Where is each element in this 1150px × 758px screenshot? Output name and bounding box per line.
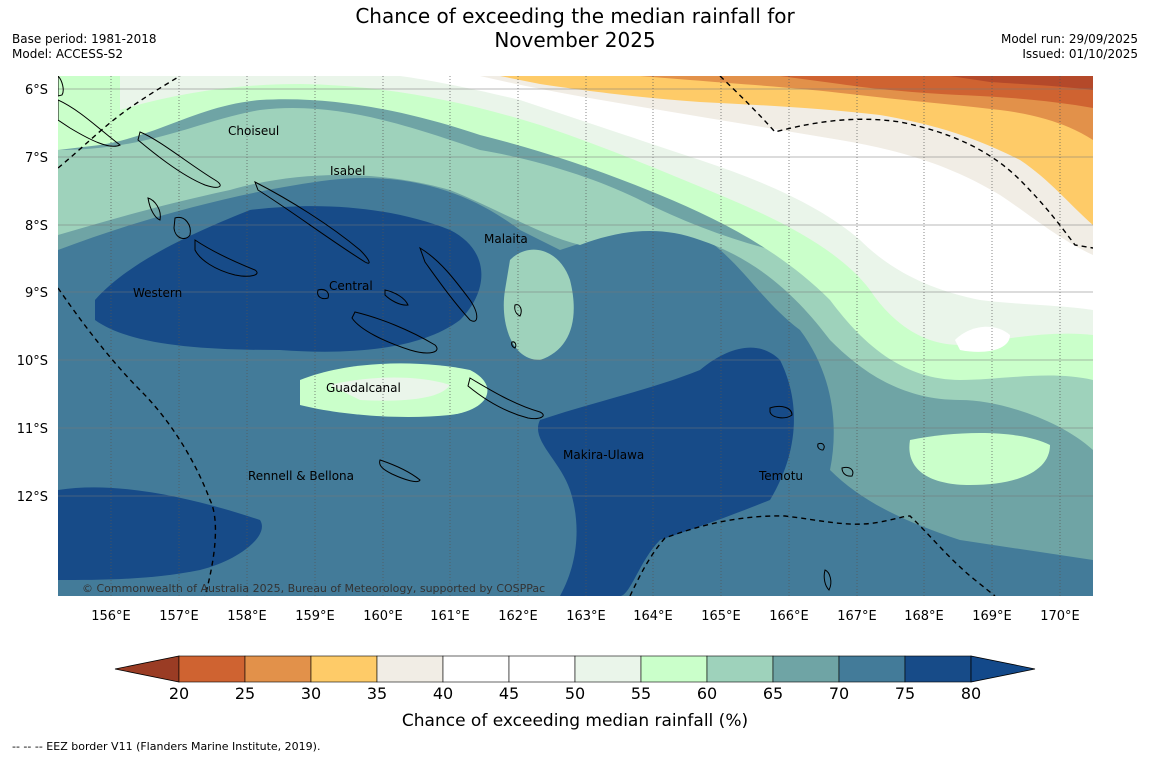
colorbar-bin <box>706 655 774 683</box>
colorbar-bin <box>310 655 378 683</box>
colorbar-bin <box>904 655 972 683</box>
province-label-malaita: Malaita <box>484 232 528 246</box>
longitude-axis-labels: 156°E 157°E 158°E 159°E 160°E 161°E 162°… <box>91 609 1080 624</box>
colorbar-tick-label: 45 <box>499 684 519 703</box>
lat-tick-label: 7°S <box>25 151 48 166</box>
province-label-temotu: Temotu <box>758 469 803 483</box>
contour-60-65-east <box>909 433 1050 485</box>
colorbar-bin <box>508 655 576 683</box>
colorbar-tick-label: 40 <box>433 684 453 703</box>
map-title-line2: November 2025 <box>494 28 656 52</box>
colorbar-tick-labels: 20 25 30 35 40 45 50 55 60 65 70 75 80 <box>169 684 981 703</box>
contour-over-80-south <box>537 347 794 596</box>
colorbar-tick-label: 30 <box>301 684 321 703</box>
colorbar-tick-label: 70 <box>829 684 849 703</box>
eez-border <box>58 76 1093 596</box>
new-georgia-island-outline <box>194 239 258 277</box>
isabel-island-outline <box>254 180 370 264</box>
malaita-island-outline <box>419 246 478 322</box>
colorbar-tick-label: 25 <box>235 684 255 703</box>
map-frame: Choiseul Isabel Malaita Western Central … <box>58 76 1093 596</box>
province-label-rennell-bellona: Rennell & Bellona <box>248 469 354 483</box>
lon-tick-label: 160°E <box>363 609 403 624</box>
colorbar-bin <box>772 655 840 683</box>
colorbar: 20 25 30 35 40 45 50 55 60 65 70 75 80 Chance of exc… <box>114 655 1036 731</box>
province-label-guadalcanal: Guadalcanal <box>326 381 401 395</box>
lon-tick-label: 159°E <box>295 609 335 624</box>
lat-tick-label: 10°S <box>17 354 48 369</box>
colorbar-under-arrow <box>114 655 180 683</box>
lon-tick-label: 166°E <box>769 609 809 624</box>
contour-35-40 <box>500 76 1093 225</box>
copyright-text: © Commonwealth of Australia 2025, Bureau… <box>82 582 545 595</box>
map-title-line1: Chance of exceeding the median rainfall … <box>355 4 795 28</box>
colorbar-bins <box>178 655 972 683</box>
province-label-central: Central <box>329 279 373 293</box>
province-labels: Choiseul Isabel Malaita Western Central … <box>133 124 803 483</box>
lat-tick-label: 6°S <box>25 83 48 98</box>
lon-tick-label: 158°E <box>227 609 267 624</box>
makira-island-outline <box>467 377 544 419</box>
colorbar-tick-label: 65 <box>763 684 783 703</box>
lon-tick-label: 169°E <box>972 609 1012 624</box>
contour-45-55-east <box>955 326 1010 352</box>
eez-note: -- -- -- EEZ border V11 (Flanders Marine… <box>12 740 321 753</box>
latitude-axis-labels: 6°S 7°S 8°S 9°S 10°S 11°S 12°S <box>17 83 48 505</box>
lon-tick-label: 163°E <box>566 609 606 624</box>
lon-tick-label: 168°E <box>904 609 944 624</box>
model-text: Model: ACCESS-S2 <box>12 47 124 61</box>
vella-lavella-outline <box>173 216 191 239</box>
colorbar-bin <box>376 655 444 683</box>
lon-tick-label: 165°E <box>701 609 741 624</box>
guadalcanal-island-outline <box>351 311 438 354</box>
province-label-choiseul: Choiseul <box>228 124 279 138</box>
lon-tick-label: 156°E <box>91 609 131 624</box>
lon-tick-label: 161°E <box>430 609 470 624</box>
colorbar-tick-label: 20 <box>169 684 189 703</box>
colorbar-bin <box>640 655 708 683</box>
colorbar-tick-label: 35 <box>367 684 387 703</box>
contour-55-60-guadalcanal <box>330 377 450 401</box>
model-run-text: Model run: 29/09/2025 <box>1000 32 1138 46</box>
colorbar-tick-label: 60 <box>697 684 717 703</box>
colorbar-tick-label: 55 <box>631 684 651 703</box>
colorbar-label: Chance of exceeding median rainfall (%) <box>402 711 748 731</box>
colorbar-bin <box>244 655 312 683</box>
santa-cruz-island-outline <box>769 405 793 419</box>
lat-tick-label: 12°S <box>17 490 48 505</box>
contour-25-30 <box>780 76 1093 108</box>
contour-60-65 <box>58 76 1093 380</box>
province-label-makira-ulawa: Makira-Ulawa <box>563 448 644 462</box>
base-period-text: Base period: 1981-2018 <box>12 32 157 46</box>
lon-tick-label: 157°E <box>159 609 199 624</box>
lat-tick-label: 8°S <box>25 219 48 234</box>
latitude-gridlines <box>58 88 1093 497</box>
bougainville-outline <box>58 99 121 147</box>
lon-tick-label: 170°E <box>1040 609 1080 624</box>
lat-tick-label: 9°S <box>25 286 48 301</box>
province-label-isabel: Isabel <box>330 164 365 178</box>
colorbar-bin <box>574 655 642 683</box>
colorbar-bin <box>178 655 246 683</box>
lon-tick-label: 164°E <box>633 609 673 624</box>
colorbar-tick-label: 75 <box>895 684 915 703</box>
contour-65-70-central <box>503 249 574 360</box>
issued-text: Issued: 01/10/2025 <box>1022 47 1138 61</box>
contour-over-80-west <box>95 206 482 352</box>
contour-over-80-southwest <box>58 487 262 580</box>
coastlines <box>58 76 854 591</box>
rennell-island-outline <box>379 459 421 483</box>
colorbar-over-arrow <box>970 655 1036 683</box>
lon-tick-label: 162°E <box>498 609 538 624</box>
choiseul-island-outline <box>137 131 221 188</box>
colorbar-bin <box>442 655 510 683</box>
colorbar-tick-label: 50 <box>565 684 585 703</box>
colorbar-tick-label: 80 <box>961 684 981 703</box>
lat-tick-label: 11°S <box>17 422 48 437</box>
colorbar-bin <box>838 655 906 683</box>
contour-20-25 <box>950 76 1093 90</box>
lon-tick-label: 167°E <box>837 609 877 624</box>
province-label-western: Western <box>133 286 182 300</box>
